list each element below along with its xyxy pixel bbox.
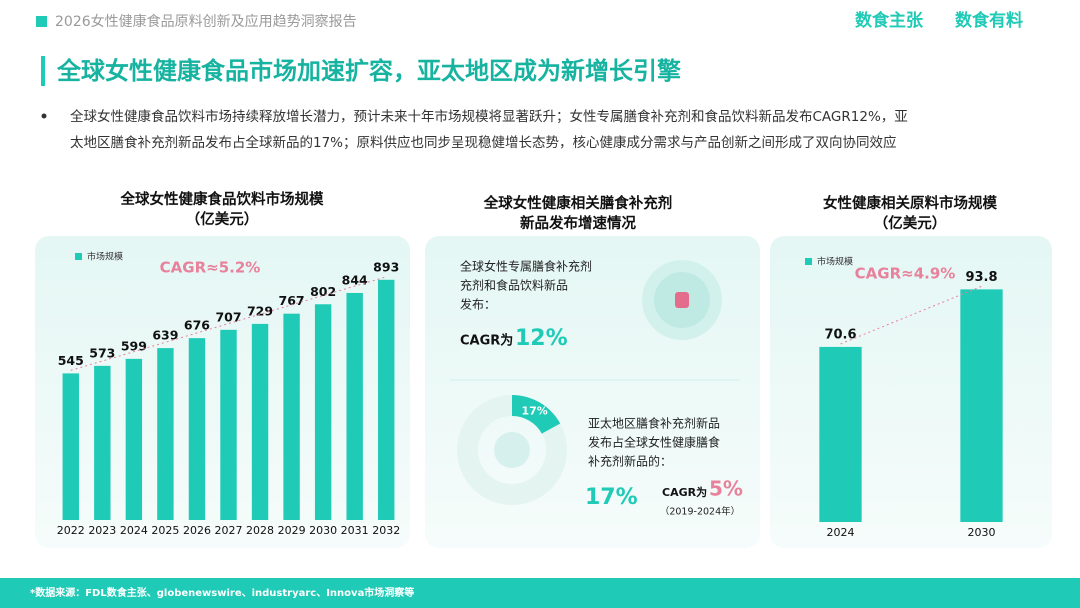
info-text: 发布占全球女性健康膳食 [588,435,720,450]
x-tick-label: 2024 [120,524,148,537]
chart-title: 全球女性健康相关膳食补充剂 [483,194,673,212]
bar [220,329,237,520]
panel [770,236,1052,548]
info-text: 全球女性专属膳食补充剂 [460,259,592,274]
legend-label: 市场规模 [817,256,853,268]
bar [157,348,174,520]
data-label: 767 [279,293,305,308]
x-tick-label: 2031 [341,524,369,537]
info-text: 发布： [460,297,496,312]
info-text: 亚太地区膳食补充剂新品 [588,416,720,431]
data-label: 93.8 [965,270,997,285]
x-tick-label: 2023 [88,524,116,537]
data-label: 70.6 [824,327,856,342]
data-label: 676 [184,318,210,333]
data-label: 729 [247,303,273,318]
chart-title: 全球女性健康食品饮料市场规模 [120,190,324,208]
x-tick-label: 2032 [372,524,400,537]
footer-band [0,578,1080,608]
bar [62,373,79,520]
trend-line [840,285,982,345]
report-title: 2026女性健康食品原料创新及应用趋势洞察报告 [55,13,357,30]
headline-bar [41,56,45,86]
x-tick-label: 2030 [968,526,996,539]
cagr-label: CAGR为 [662,485,707,499]
cagr-label: CAGR为 [460,333,513,349]
x-tick-label: 2027 [215,524,243,537]
headline: 全球女性健康食品市场加速扩容，亚太地区成为新增长引擎 [56,57,681,85]
annotation: CAGR≈4.9% [855,265,956,283]
bar [819,346,862,522]
data-label: 707 [215,309,241,324]
bar [960,289,1003,522]
info-text: 充剂和食品饮料新品 [460,278,568,293]
chart-title: 女性健康相关原料市场规模 [823,194,997,212]
donut-segment [512,395,561,434]
bullet-text: 全球女性健康食品饮料市场持续释放增长潜力，预计未来十年市场规模将显著跃升；女性专… [70,108,908,125]
share-value: 17% [585,485,638,510]
bar [251,323,269,520]
x-tick-label: 2024 [827,526,855,539]
bar [283,313,300,520]
product-icon [675,292,689,308]
bullet-dot [41,113,47,119]
bar [314,304,332,520]
cagr-value: 12% [515,326,568,351]
chart-title: （亿美元） [186,210,259,228]
x-tick-label: 2026 [183,524,211,537]
x-tick-label: 2029 [278,524,306,537]
bullet-text: 太地区膳食补充剂新品发布占全球新品的17%；原料供应也同步呈现稳健增长态势，核心… [70,134,897,151]
product-icon [494,432,530,468]
brand: 数食有料 [955,10,1023,31]
brand: 数食主张 [855,10,924,31]
info-text: 补充剂新品的： [588,454,672,469]
legend-swatch [75,253,82,260]
data-label: 545 [58,353,84,368]
footer-source: *数据来源：FDL数食主张、globenewswire、industryarc、… [30,586,414,599]
chart-title: （亿美元） [874,214,947,232]
x-tick-label: 2030 [309,524,337,537]
chart-title: 新品发布增速情况 [520,214,636,232]
header-icon [36,16,47,27]
data-label: 893 [373,259,399,274]
data-label: 802 [310,284,336,299]
bar [94,365,111,520]
bar [346,292,363,520]
x-tick-label: 2025 [151,524,179,537]
cagr-value: 5% [709,477,743,501]
annotation: CAGR≈5.2% [160,259,261,277]
donut-label: 17% [521,405,547,418]
bar [378,279,395,520]
x-tick-label: 2028 [246,524,274,537]
bar [188,338,206,520]
data-label: 599 [121,338,147,353]
data-label: 573 [89,345,115,360]
x-tick-label: 2022 [57,524,85,537]
cagr-period: （2019-2024年） [660,506,740,518]
legend-swatch [805,258,812,265]
legend-label: 市场规模 [87,251,123,263]
bar [125,358,143,520]
data-label: 639 [152,328,178,343]
data-label: 844 [342,272,368,287]
